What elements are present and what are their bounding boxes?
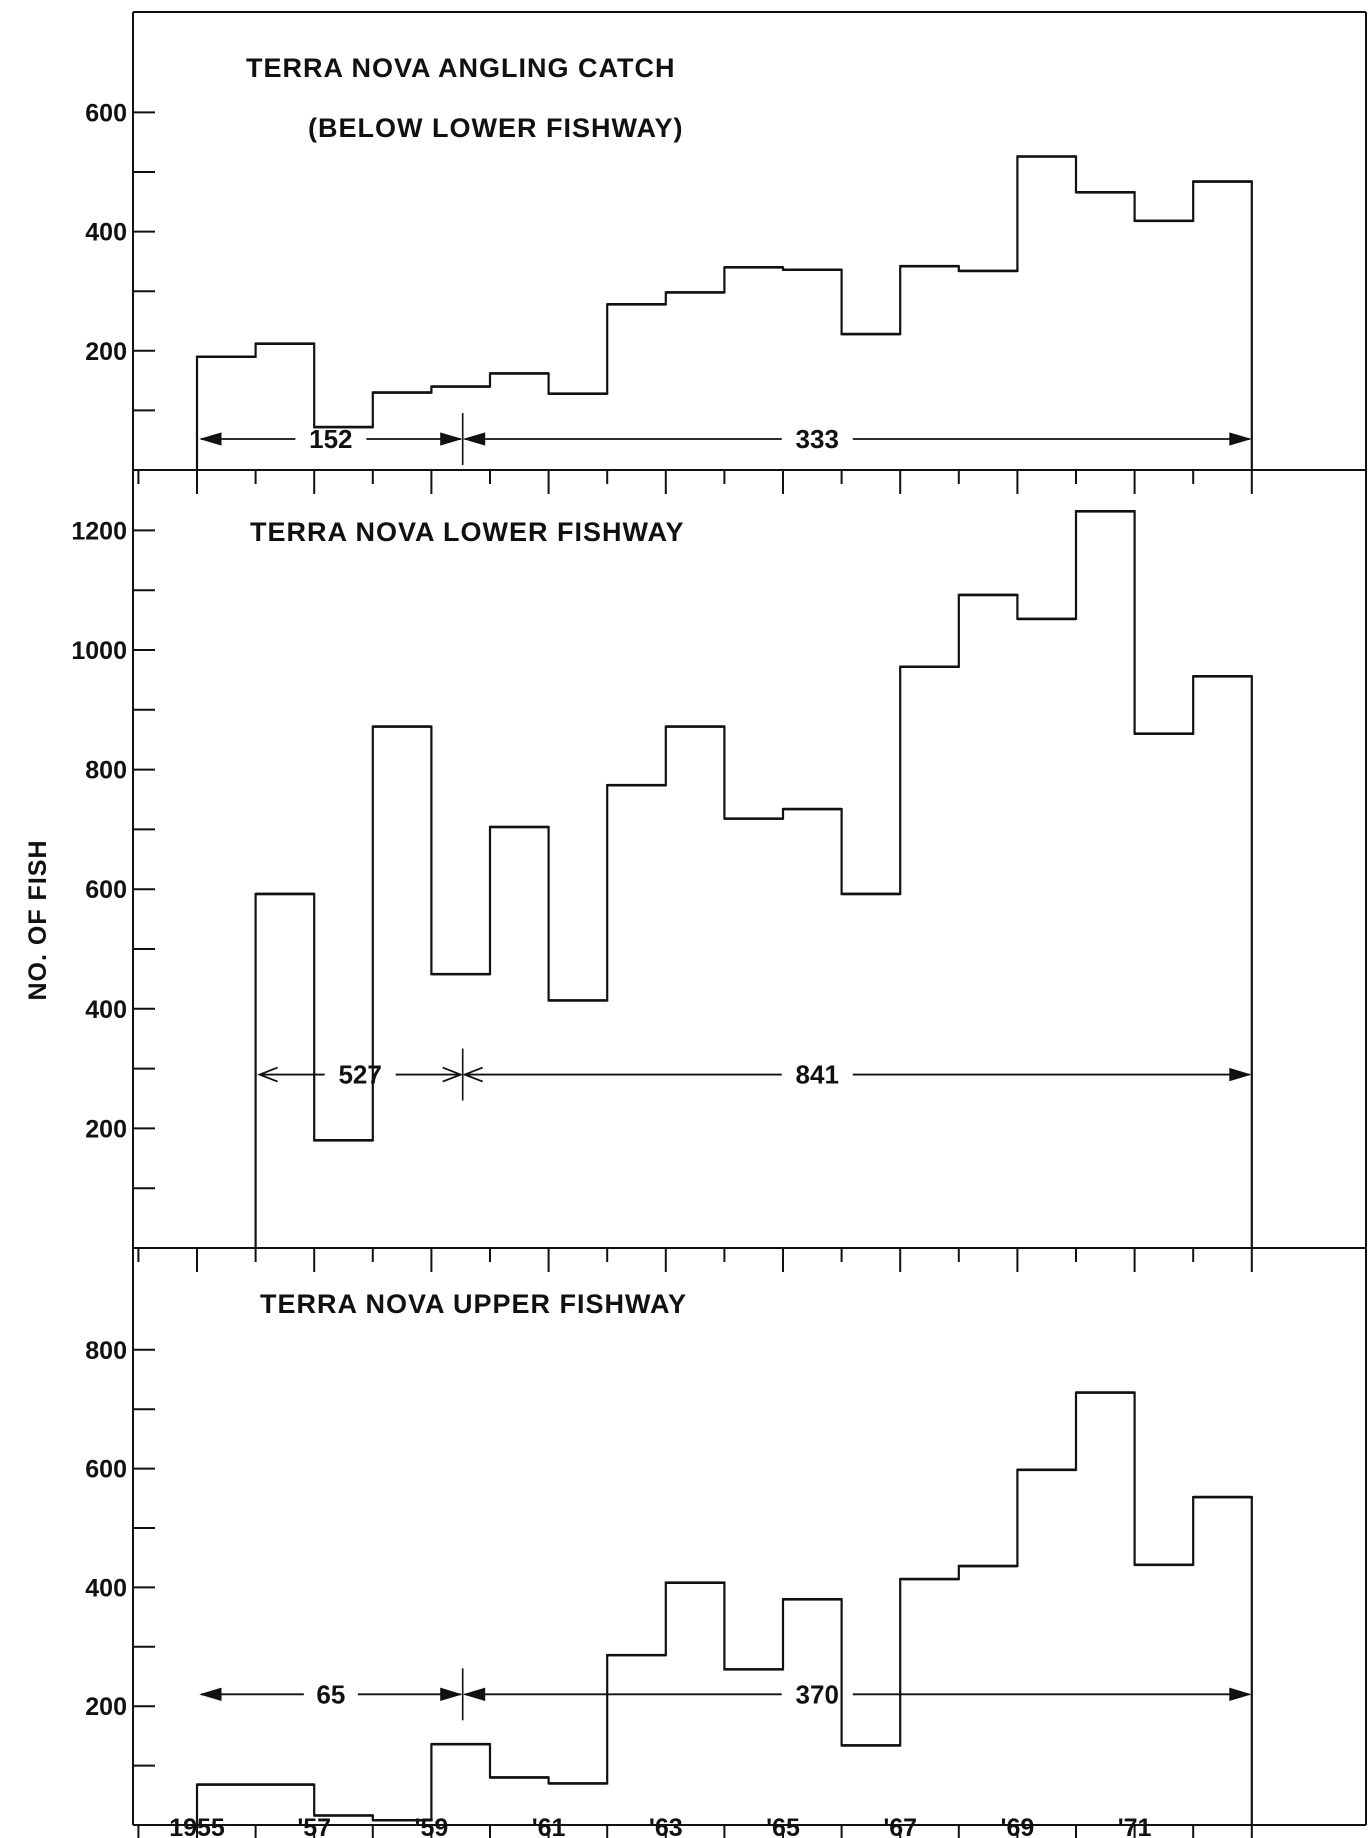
arrow-head — [1229, 1687, 1252, 1701]
x-tick-label: '63 — [649, 1814, 683, 1838]
y-axis-label: NO. OF FISH — [24, 840, 52, 1001]
y-tick-label: 600 — [85, 1456, 127, 1484]
panel-3-histogram — [195, 1391, 1253, 1825]
panel-3-title: TERRA NOVA UPPER FISHWAY — [260, 1289, 687, 1319]
x-tick-label: '69 — [1001, 1814, 1035, 1838]
x-tick-label: '65 — [766, 1814, 800, 1838]
panel-frames — [132, 11, 1367, 1838]
x-tick-label: 1955 — [169, 1814, 225, 1838]
y-tick-label: 800 — [85, 1337, 127, 1365]
arrow-head — [199, 1687, 222, 1701]
annotation-label: 527 — [338, 1060, 381, 1090]
x-tick-label: '61 — [532, 1814, 566, 1838]
panel-1-histogram — [195, 155, 1253, 470]
y-tick-label: 800 — [85, 757, 127, 785]
annotation-label: 370 — [796, 1679, 839, 1709]
annotation-label: 65 — [316, 1679, 345, 1709]
x-tick-label: '59 — [415, 1814, 449, 1838]
arrow-head — [1229, 432, 1252, 446]
annotation-label: 841 — [796, 1060, 839, 1090]
y-tick-label: 400 — [85, 996, 127, 1024]
panel-2-histogram — [254, 509, 1253, 1248]
x-tick-label: '67 — [883, 1814, 917, 1838]
y-tick-label: 400 — [85, 1574, 127, 1602]
period-annotation: 841 — [462, 1060, 1252, 1090]
panel-1-title: TERRA NOVA ANGLING CATCH — [246, 53, 675, 83]
arrow-head — [442, 1066, 464, 1083]
histogram-outline — [195, 155, 1253, 470]
panel-annotations: 152 333 527 841 65 370 — [199, 413, 1252, 1721]
y-tick-label: 600 — [85, 99, 127, 127]
y-tick-label: 200 — [85, 1693, 127, 1721]
panel-labels: 200 400 600 TERRA NOVA ANGLING CATCH (BELOW … — [71, 53, 1151, 1838]
y-tick-label: 600 — [85, 876, 127, 904]
y-tick-label: 1200 — [71, 517, 127, 545]
y-tick-label: 200 — [85, 338, 127, 366]
arrow-head — [462, 1687, 486, 1701]
arrow-head — [440, 1687, 463, 1701]
y-tick-label: 1000 — [71, 637, 127, 665]
arrow-head — [462, 1066, 484, 1083]
histogram-outline — [254, 510, 1253, 1248]
annotation-label: 333 — [796, 424, 839, 454]
x-tick-label: '71 — [1118, 1814, 1152, 1838]
arrow-head — [199, 432, 222, 446]
panel-1-subtitle: (BELOW LOWER FISHWAY) — [308, 113, 683, 143]
period-annotation: 527 — [257, 1060, 464, 1090]
arrow-head — [440, 432, 463, 446]
annotation-label: 152 — [309, 424, 352, 454]
y-tick-label: 400 — [85, 219, 127, 247]
arrow-head — [257, 1066, 278, 1083]
arrow-head — [462, 432, 486, 446]
period-annotation: 65 — [199, 1679, 463, 1709]
period-annotation: 333 — [462, 424, 1252, 454]
panel-2-title: TERRA NOVA LOWER FISHWAY — [250, 517, 685, 547]
arrow-head — [1229, 1067, 1252, 1082]
period-annotation: 370 — [462, 1679, 1252, 1709]
x-tick-label: '57 — [297, 1814, 331, 1838]
period-annotation: 152 — [199, 424, 463, 454]
y-tick-label: 200 — [85, 1115, 127, 1143]
histogram-outline — [195, 1391, 1253, 1825]
panel-steps — [195, 155, 1253, 1825]
